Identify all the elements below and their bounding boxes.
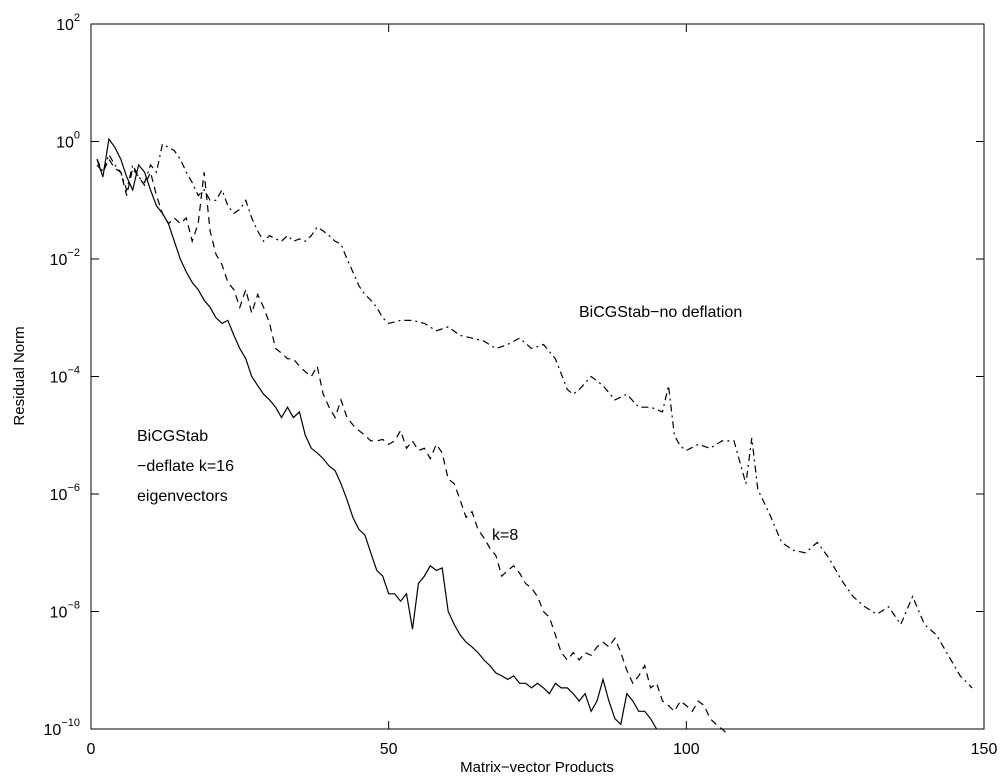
x-axis-label: Matrix−vector Products (460, 759, 614, 776)
series-no-deflation-line (96, 143, 973, 689)
series-deflate-k16-line (96, 137, 658, 730)
tick-labels: 0 50 100 150 102 100 10−2 10−4 10−6 10−8 10−10 (44, 12, 998, 758)
y-tick-label: 10−2 (50, 247, 80, 269)
x-tick-label: 100 (673, 741, 700, 758)
y-axis-label: Residual Norm (11, 326, 28, 425)
series-lines (96, 137, 973, 736)
y-tick-label: 10−4 (50, 365, 80, 387)
annotation-no-deflation: BiCGStab−no deflation (579, 304, 742, 321)
x-tick-label: 0 (87, 741, 96, 758)
annotation-deflate-k16: −deflate k=16 (137, 458, 234, 475)
plot-frame (90, 23, 985, 730)
annotation-eigenvectors: eigenvectors (137, 488, 228, 505)
x-tick-label: 50 (380, 741, 398, 758)
y-tick-label: 10−10 (44, 717, 80, 739)
y-tick-label: 100 (56, 130, 80, 152)
y-tick-label: 10−6 (50, 482, 80, 504)
y-tick-label: 10−8 (50, 600, 80, 622)
annotation-bicgstab: BiCGStab (137, 428, 208, 445)
series-k8-line (96, 157, 729, 736)
annotation-k8: k=8 (492, 527, 518, 544)
x-tick-label: 150 (971, 741, 998, 758)
y-tick-label: 102 (56, 12, 80, 34)
tick-marks (90, 23, 985, 730)
